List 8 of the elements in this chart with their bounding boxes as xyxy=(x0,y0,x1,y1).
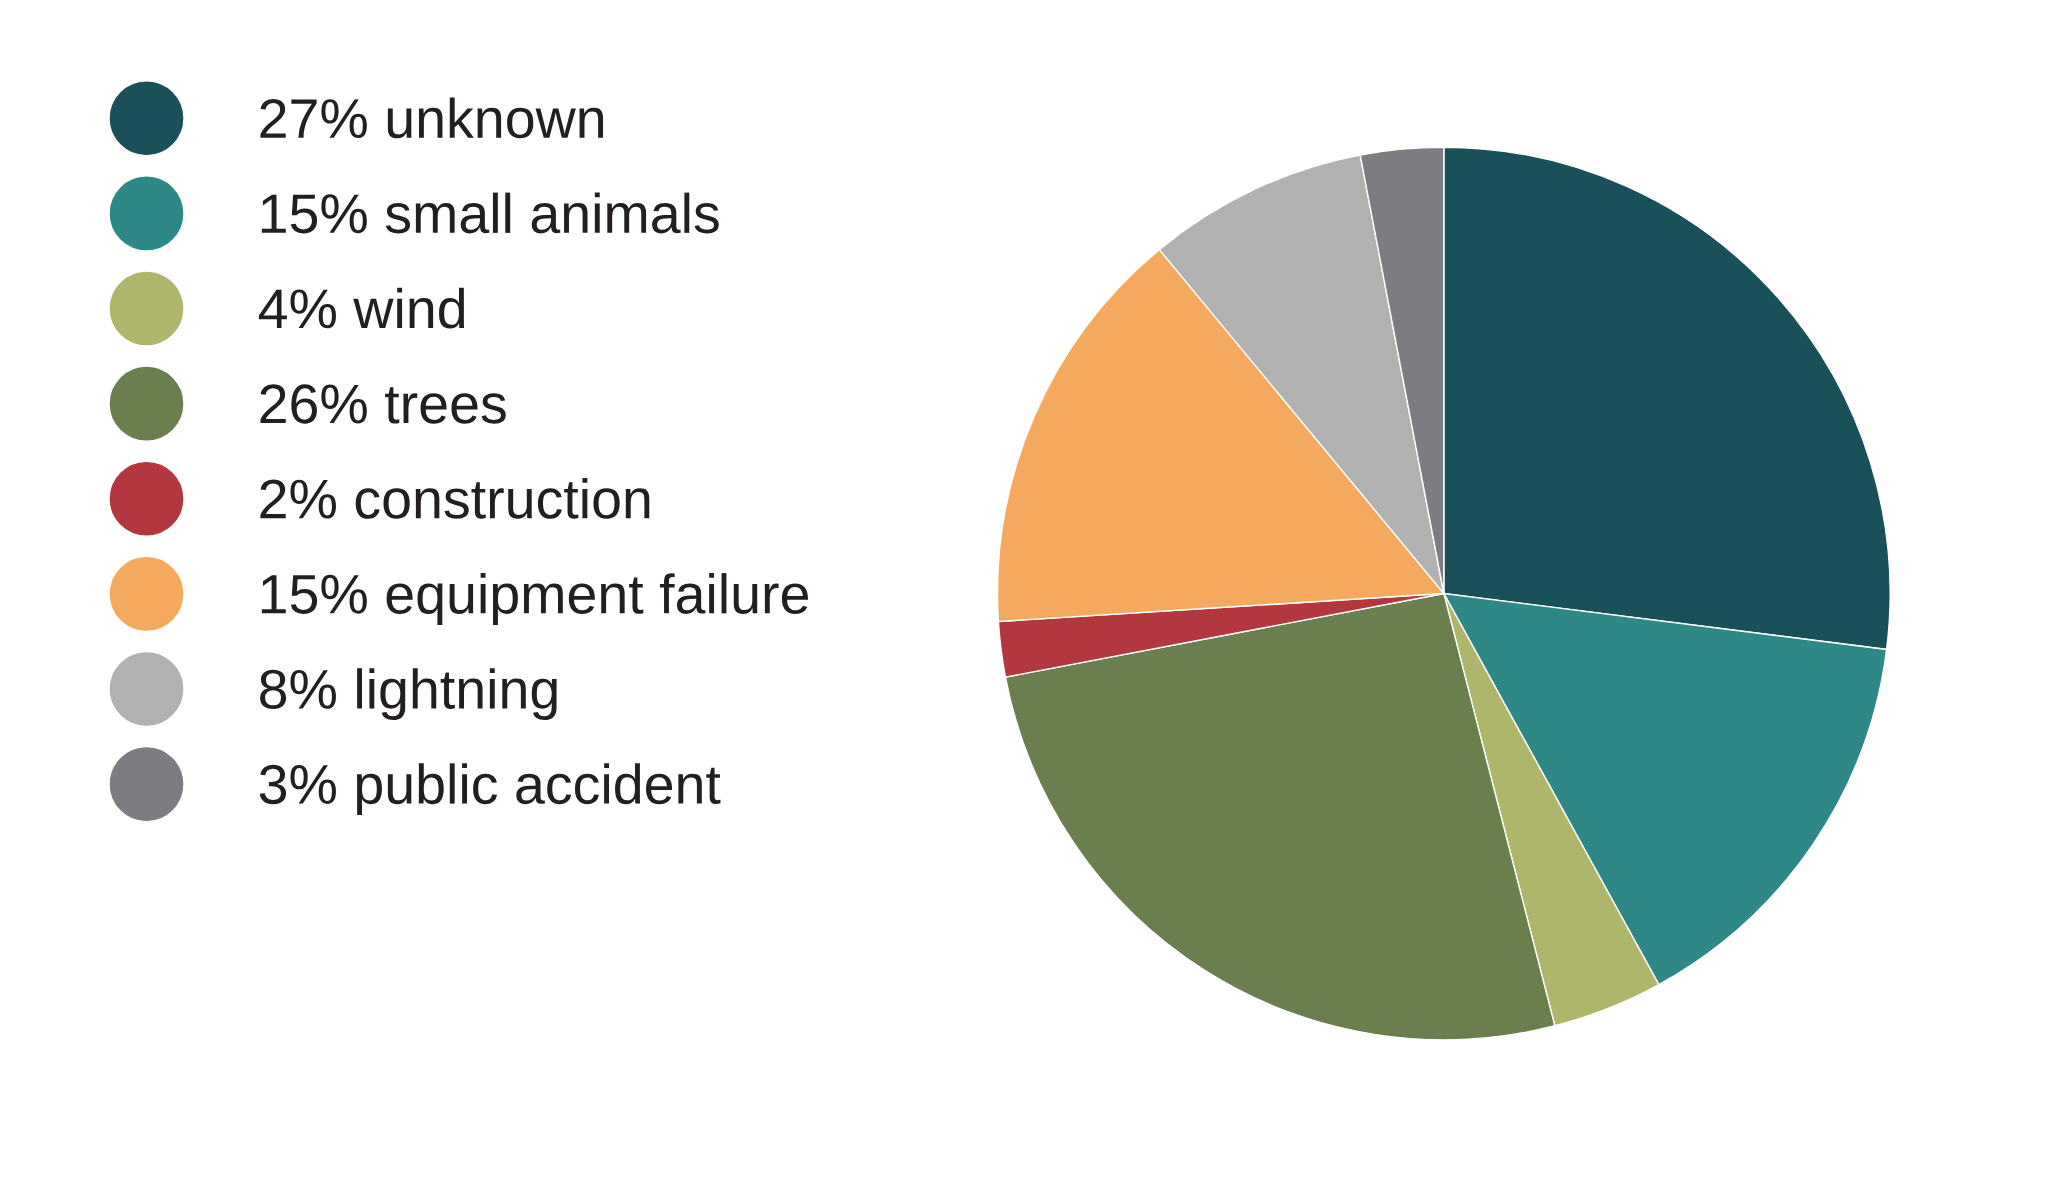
legend-label: 2% construction xyxy=(260,477,650,519)
legend-label: 26% trees xyxy=(260,384,506,424)
legend-label: 8% lightning xyxy=(260,668,557,720)
legend-label: 3% public accident xyxy=(259,763,721,816)
legend-label: 15% small animals xyxy=(261,192,719,234)
legend-label: 4% wind xyxy=(258,287,465,329)
legend-label: 15% equipment failure xyxy=(261,573,808,625)
legend-label: 27% unknown xyxy=(260,97,604,139)
